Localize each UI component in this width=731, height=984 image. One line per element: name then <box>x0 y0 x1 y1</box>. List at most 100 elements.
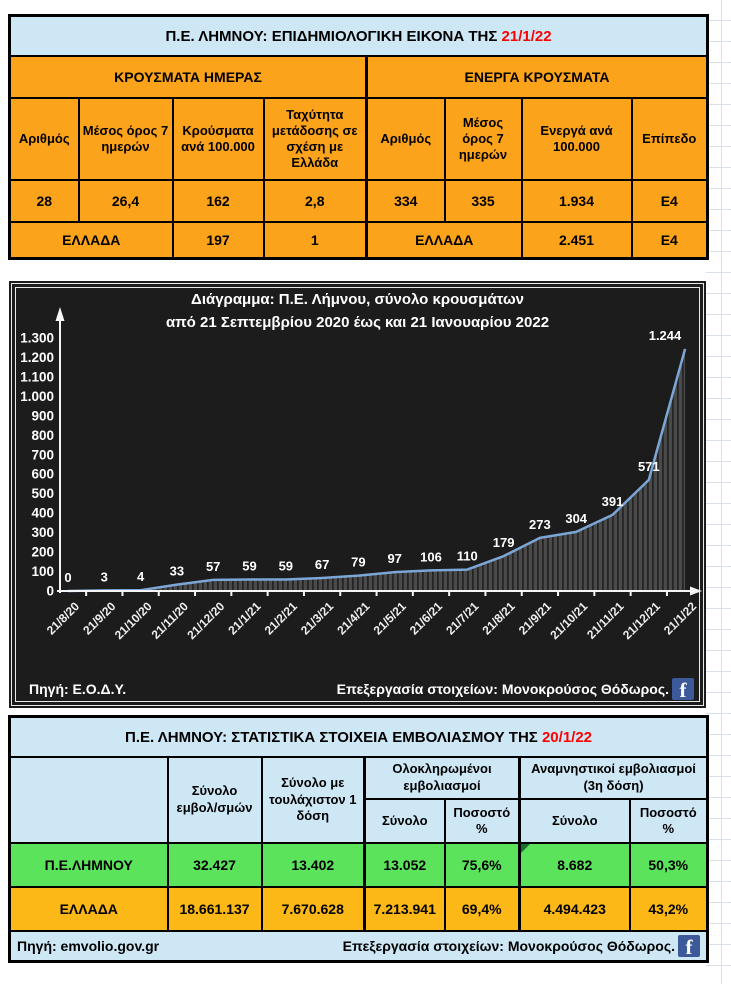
greece-first-dose: 7.670.628 <box>260 886 366 932</box>
facebook-icon[interactable]: f <box>672 678 694 700</box>
svg-text:106: 106 <box>420 549 442 564</box>
title-date: 20/1/22 <box>541 728 593 746</box>
section-daily-cases: ΚΡΟΥΣΜΑΤΑ ΗΜΕΡΑΣ <box>8 55 368 99</box>
svg-text:4: 4 <box>137 569 145 584</box>
svg-text:0: 0 <box>46 584 54 599</box>
y-axis-labels: 0 100 200 300 400 500 600 700 800 900 1.000 1.100 1.… <box>20 331 54 599</box>
epidemiology-table: Π.Ε. ΛΗΜΝΟΥ: ΕΠΙΔΗΜΙΟΛΟΓΙΚΗ ΕΙΚΟΝΑ ΤΗΣ 2… <box>8 14 709 260</box>
vaccination-credit-label: Επεξεργασία στοιχείων: Μονοκρούσος Θόδωρ… <box>342 938 675 954</box>
greece-completed-pct: 69,4% <box>443 886 521 932</box>
title-text: Π.Ε. ΛΗΜΝΟΥ: ΕΠΙΔΗΜΙΟΛΟΓΙΚΗ ΕΙΚΟΝΑ ΤΗΣ <box>165 27 502 45</box>
greece-label-daily: ΕΛΛΑΔΑ <box>8 221 174 260</box>
svg-text:79: 79 <box>351 555 365 570</box>
greece-cases-per-100k: 197 <box>171 221 265 260</box>
limnos-number: 28 <box>8 179 80 223</box>
table-row: ΚΡΟΥΣΜΑΤΑ ΗΜΕΡΑΣ ΕΝΕΡΓΑ ΚΡΟΥΣΜΑΤΑ <box>8 55 709 99</box>
epidemiology-title: Π.Ε. ΛΗΜΝΟΥ: ΕΠΙΔΗΜΙΟΛΟΓΙΚΗ ΕΙΚΟΝΑ ΤΗΣ 2… <box>8 14 709 57</box>
greece-booster-total: 4.494.423 <box>518 886 631 932</box>
limnos-cases-per-100k: 162 <box>171 179 265 223</box>
table-row: Π.Ε. ΛΗΜΝΟΥ: ΕΠΙΔΗΜΙΟΛΟΓΙΚΗ ΕΙΚΟΝΑ ΤΗΣ 2… <box>8 14 709 57</box>
svg-text:21/7/21: 21/7/21 <box>443 599 481 637</box>
chart-footer: Πηγή: Ε.Ο.Δ.Υ. Επεξεργασία στοιχείων: Μο… <box>29 678 694 700</box>
col-booster-group: Αναμνηστικοί εμβολιασμοί (3η δόση) <box>518 756 709 800</box>
limnos-booster-total-value: 8.682 <box>557 857 593 873</box>
svg-text:21/8/21: 21/8/21 <box>480 599 518 637</box>
data-point-labels: 0 3 4 33 57 59 59 67 79 97 106 110 179 273 304 391 571 1.… <box>64 328 682 585</box>
col-total-first-dose: Σύνολο με τουλάχιστον 1 δόση <box>260 756 366 844</box>
vaccination-source-label: Πηγή: emvolio.gov.gr <box>17 938 160 954</box>
svg-text:700: 700 <box>31 447 54 462</box>
table-row: Π.Ε. ΛΗΜΝΟΥ: ΣΤΑΤΙΣΤΙΚΑ ΣΤΟΙΧΕΙΑ ΕΜΒΟΛΙΑ… <box>8 715 709 758</box>
svg-text:500: 500 <box>31 486 54 501</box>
greece-completed-total: 7.213.941 <box>363 886 446 932</box>
svg-text:1.244: 1.244 <box>649 328 682 343</box>
svg-text:21/5/21: 21/5/21 <box>371 599 409 637</box>
col-total-vaccinations: Σύνολο εμβολ/σμών <box>166 756 263 844</box>
table-row: 28 26,4 162 2,8 334 335 1.934 Ε4 <box>8 179 709 223</box>
excel-flag-triangle <box>522 845 530 853</box>
svg-text:200: 200 <box>31 545 54 560</box>
chart-title: Διάγραμμα: Π.Ε. Λήμνου, σύνολο κρουσμάτω… <box>9 289 706 334</box>
spreadsheet-gridlines <box>706 0 731 984</box>
svg-text:1.100: 1.100 <box>20 369 54 384</box>
svg-text:300: 300 <box>31 525 54 540</box>
svg-text:3: 3 <box>101 569 108 584</box>
limnos-transmission-speed: 2,8 <box>262 179 368 223</box>
vaccination-table: Π.Ε. ΛΗΜΝΟΥ: ΣΤΑΤΙΣΤΙΚΑ ΣΤΟΙΧΕΙΑ ΕΜΒΟΛΙΑ… <box>8 715 709 963</box>
greece-booster-pct: 43,2% <box>628 886 709 932</box>
limnos-active-7day-avg: 335 <box>443 179 523 223</box>
col-level: Επίπεδο <box>630 97 709 181</box>
greece-active-per-100k: 2.451 <box>520 221 633 260</box>
greece-transmission-speed: 1 <box>262 221 368 260</box>
col-cases-per-100k: Κρούσματα ανά 100.000 <box>171 97 265 181</box>
svg-text:21/3/21: 21/3/21 <box>298 599 336 637</box>
svg-text:21/6/21: 21/6/21 <box>407 599 445 637</box>
svg-text:21/1/21: 21/1/21 <box>225 599 263 637</box>
svg-text:21/11/21: 21/11/21 <box>584 599 627 642</box>
limnos-booster-total: 8.682 <box>518 842 631 888</box>
table-row: Αριθμός Μέσος όρος 7 ημερών Κρούσματα αν… <box>8 97 709 181</box>
svg-text:21/12/20: 21/12/20 <box>184 599 227 642</box>
svg-text:179: 179 <box>493 535 515 550</box>
row-label-header <box>8 756 169 844</box>
table-row: Π.Ε.ΛΗΜΝΟΥ 32.427 13.402 13.052 75,6% 8.… <box>8 842 709 888</box>
svg-text:1.200: 1.200 <box>20 350 54 365</box>
col-active-per-100k: Ενεργά ανά 100.000 <box>520 97 633 181</box>
chart-source-label: Πηγή: Ε.Ο.Δ.Υ. <box>29 681 127 697</box>
limnos-active-number: 334 <box>365 179 446 223</box>
svg-text:21/2/21: 21/2/21 <box>262 599 300 637</box>
cumulative-cases-chart: Διάγραμμα: Π.Ε. Λήμνου, σύνολο κρουσμάτω… <box>9 281 706 708</box>
vaccination-footer: Πηγή: emvolio.gov.gr Επεξεργασία στοιχεί… <box>8 930 709 963</box>
col-7day-avg: Μέσος όρος 7 ημερών <box>77 97 174 181</box>
greece-total-vaccinations: 18.661.137 <box>166 886 263 932</box>
limnos-completed-pct: 75,6% <box>443 842 521 888</box>
svg-text:391: 391 <box>602 494 624 509</box>
svg-text:57: 57 <box>206 559 220 574</box>
svg-text:110: 110 <box>457 549 478 564</box>
svg-text:21/11/20: 21/11/20 <box>149 599 192 642</box>
greece-label-active: ΕΛΛΑΔΑ <box>365 221 523 260</box>
svg-text:400: 400 <box>31 506 54 521</box>
table-row: Σύνολο εμβολ/σμών Σύνολο με τουλάχιστον … <box>8 756 709 844</box>
svg-text:304: 304 <box>565 511 587 526</box>
col-booster-pct: Ποσοστό % <box>628 798 709 844</box>
gridline-vertical <box>721 0 722 984</box>
limnos-total-vaccinations: 32.427 <box>166 842 263 888</box>
facebook-icon[interactable]: f <box>678 935 700 957</box>
svg-text:21/8/20: 21/8/20 <box>44 599 82 637</box>
svg-text:100: 100 <box>31 564 54 579</box>
title-date: 21/1/22 <box>501 27 552 45</box>
title-text: Π.Ε. ΛΗΜΝΟΥ: ΣΤΑΤΙΣΤΙΚΑ ΣΤΟΙΧΕΙΑ ΕΜΒΟΛΙΑ… <box>124 728 542 746</box>
svg-text:571: 571 <box>638 459 660 474</box>
chart-credit-label: Επεξεργασία στοιχείων: Μονοκρούσος Θόδωρ… <box>336 681 669 697</box>
svg-text:21/10/20: 21/10/20 <box>112 599 155 642</box>
limnos-active-per-100k: 1.934 <box>520 179 633 223</box>
col-completed-total: Σύνολο <box>363 798 446 844</box>
chart-title-line1: Διάγραμμα: Π.Ε. Λήμνου, σύνολο κρουσμάτω… <box>191 291 524 308</box>
col-completed-group: Ολοκληρωμένοι εμβολιασμοί <box>363 756 521 800</box>
svg-text:21/1/22: 21/1/22 <box>661 599 699 637</box>
chart-plot-area: 0 100 200 300 400 500 600 700 800 900 1.000 1.100 1.… <box>20 307 702 642</box>
col-number: Αριθμός <box>8 97 80 181</box>
col-active-number: Αριθμός <box>365 97 446 181</box>
